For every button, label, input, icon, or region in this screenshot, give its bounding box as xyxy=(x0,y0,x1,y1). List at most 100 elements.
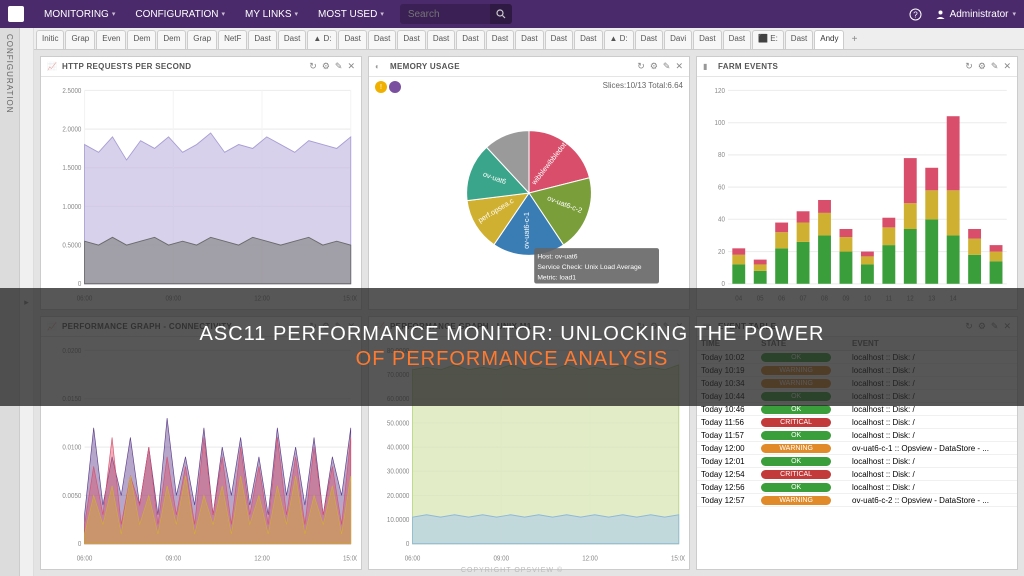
tab[interactable]: Dast xyxy=(456,30,484,49)
panel-title: HTTP REQUESTS PER SECOND xyxy=(62,62,191,71)
svg-text:40.0000: 40.0000 xyxy=(387,444,410,451)
tab[interactable]: NetF xyxy=(218,30,247,49)
brand-logo[interactable] xyxy=(8,6,24,22)
user-name: Administrator xyxy=(950,9,1009,20)
panel-action[interactable]: ⚙ xyxy=(322,61,330,72)
status-badge: CRITICAL xyxy=(761,418,831,427)
panel-action[interactable]: ✕ xyxy=(1003,61,1011,72)
tab[interactable]: Davi xyxy=(664,30,692,49)
panel-body: 0204060801001200405060708091011121314 xyxy=(697,77,1017,309)
tab[interactable]: Dast xyxy=(397,30,425,49)
svg-text:0: 0 xyxy=(78,541,82,548)
badge: ! xyxy=(375,81,387,93)
user-menu[interactable]: Administrator xyxy=(935,9,1016,20)
search-input[interactable] xyxy=(400,9,490,20)
svg-text:0.0050: 0.0050 xyxy=(62,492,81,499)
tab[interactable]: Grap xyxy=(65,30,95,49)
tab[interactable]: ⬛ E: xyxy=(752,30,784,49)
tab[interactable]: Grap xyxy=(187,30,217,49)
topbar-right: ? Administrator xyxy=(909,7,1016,21)
tab[interactable]: Dast xyxy=(574,30,602,49)
pie-icon: ◐ xyxy=(375,62,385,72)
tab-strip: IniticGrapEvenDemDemGrapNetFDastDast▲ D:… xyxy=(34,28,1024,50)
panel-title: FARM EVENTS xyxy=(718,62,778,71)
tab[interactable]: Dast xyxy=(635,30,663,49)
status-badge: OK xyxy=(761,457,831,466)
table-row[interactable]: Today 12:56OKlocalhost :: Disk: / xyxy=(697,481,1017,494)
svg-text:80: 80 xyxy=(718,152,725,159)
panel-action[interactable]: ↻ xyxy=(637,61,645,72)
overlay-line2: OF PERFORMANCE ANALYSIS xyxy=(356,348,669,371)
table-row[interactable]: Today 12:54CRITICALlocalhost :: Disk: / xyxy=(697,468,1017,481)
main-nav: MONITORINGCONFIGURATIONMY LINKSMOST USED xyxy=(36,5,392,24)
tab[interactable]: Andy xyxy=(814,30,844,49)
svg-text:40: 40 xyxy=(718,216,725,223)
panel-body: 00.50001.00001.50002.00002.500006:0009:0… xyxy=(41,77,361,309)
panel-http-requests: 📈 HTTP REQUESTS PER SECOND ↻⚙✎✕ 00.50001… xyxy=(40,56,362,310)
nav-monitoring[interactable]: MONITORING xyxy=(36,5,123,24)
svg-text:?: ? xyxy=(913,10,918,19)
tab[interactable]: Dast xyxy=(368,30,396,49)
tab[interactable]: ▲ D: xyxy=(604,30,634,49)
pie-badges: ! xyxy=(375,81,401,93)
tab-add[interactable]: + xyxy=(845,30,863,49)
nav-configuration[interactable]: CONFIGURATION xyxy=(127,5,233,24)
svg-text:12:00: 12:00 xyxy=(582,555,598,562)
svg-text:1.0000: 1.0000 xyxy=(62,203,81,210)
svg-text:Metric: load1: Metric: load1 xyxy=(537,274,576,281)
table-row[interactable]: Today 11:56CRITICALlocalhost :: Disk: / xyxy=(697,416,1017,429)
svg-text:1.5000: 1.5000 xyxy=(62,165,81,172)
side-rail-label: CONFIGURATION xyxy=(5,34,14,114)
tab[interactable]: Dem xyxy=(157,30,186,49)
tab[interactable]: Dast xyxy=(785,30,813,49)
tab[interactable]: Dast xyxy=(278,30,306,49)
table-row[interactable]: Today 11:57OKlocalhost :: Disk: / xyxy=(697,429,1017,442)
status-badge: CRITICAL xyxy=(761,470,831,479)
tab[interactable]: Dast xyxy=(693,30,721,49)
panel-memory-usage: ◐ MEMORY USAGE ↻⚙✎✕ ! Slices:10/13 Total… xyxy=(368,56,690,310)
svg-text:15:00: 15:00 xyxy=(671,555,685,562)
tab[interactable]: Dast xyxy=(723,30,751,49)
panel-action[interactable]: ✎ xyxy=(991,61,999,72)
tab[interactable]: Dast xyxy=(545,30,573,49)
tab[interactable]: ▲ D: xyxy=(307,30,337,49)
panel-actions: ↻ ⚙ ✎ ✕ xyxy=(309,61,355,72)
status-badge: WARNING xyxy=(761,496,831,505)
table-row[interactable]: Today 12:57WARNINGov-uat6-c-2 :: Opsview… xyxy=(697,494,1017,507)
table-row[interactable]: Today 12:00WARNINGov-uat6-c-1 :: Opsview… xyxy=(697,442,1017,455)
panel-actions: ↻ ⚙ ✎ ✕ xyxy=(965,61,1011,72)
tab[interactable]: Dast xyxy=(427,30,455,49)
chart-icon: 📈 xyxy=(47,62,57,72)
tab[interactable]: Dast xyxy=(248,30,276,49)
panel-header: 📈 HTTP REQUESTS PER SECOND ↻ ⚙ ✎ ✕ xyxy=(41,57,361,77)
badge xyxy=(389,81,401,93)
panel-action[interactable]: ✎ xyxy=(335,61,343,72)
search-button[interactable] xyxy=(490,4,512,24)
table-row[interactable]: Today 12:01OKlocalhost :: Disk: / xyxy=(697,455,1017,468)
tab[interactable]: Dast xyxy=(338,30,366,49)
tab[interactable]: Dast xyxy=(486,30,514,49)
tab[interactable]: Dast xyxy=(515,30,543,49)
panel-title: MEMORY USAGE xyxy=(390,62,460,71)
svg-text:06:00: 06:00 xyxy=(77,555,93,562)
tab[interactable]: Initic xyxy=(36,30,64,49)
help-icon[interactable]: ? xyxy=(909,7,923,21)
panel-actions: ↻ ⚙ ✎ ✕ xyxy=(637,61,683,72)
overlay-caption: ASC11 PERFORMANCE MONITOR: UNLOCKING THE… xyxy=(0,288,1024,406)
tab[interactable]: Dem xyxy=(127,30,156,49)
svg-text:Service Check: Unix Load Avera: Service Check: Unix Load Average xyxy=(537,264,641,271)
panel-action[interactable]: ✕ xyxy=(347,61,355,72)
tab[interactable]: Even xyxy=(96,30,126,49)
panel-action[interactable]: ✎ xyxy=(663,61,671,72)
svg-text:12:00: 12:00 xyxy=(254,555,270,562)
nav-my links[interactable]: MY LINKS xyxy=(237,5,306,24)
status-badge: WARNING xyxy=(761,444,831,453)
panel-action[interactable]: ✕ xyxy=(675,61,683,72)
panel-action[interactable]: ⚙ xyxy=(650,61,658,72)
panel-action[interactable]: ↻ xyxy=(309,61,317,72)
overlay-line1: ASC11 PERFORMANCE MONITOR: UNLOCKING THE… xyxy=(200,323,825,346)
panel-action[interactable]: ⚙ xyxy=(978,61,986,72)
panel-action[interactable]: ↻ xyxy=(965,61,973,72)
nav-most used[interactable]: MOST USED xyxy=(310,5,392,24)
panel-farm-events: ▮ FARM EVENTS ↻⚙✎✕ 020406080100120040506… xyxy=(696,56,1018,310)
